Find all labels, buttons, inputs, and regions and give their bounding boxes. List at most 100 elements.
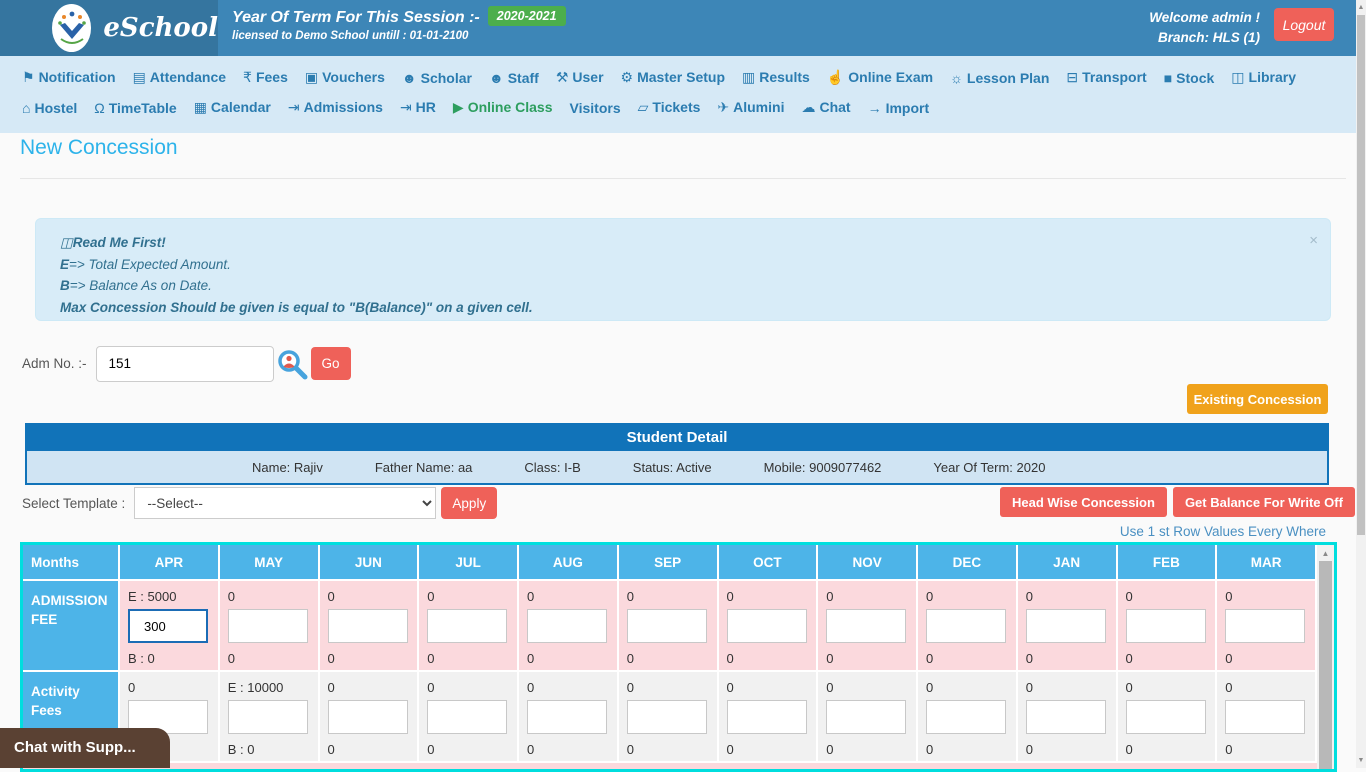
concession-input-dec[interactable] [926,700,1006,734]
expected-value: 0 [427,589,435,604]
balance-value: 0 [327,742,335,757]
nav-item-admissions[interactable]: ⇥ Admissions [287,99,383,115]
session-year-badge: 2020-2021 [487,6,566,26]
nav-item-stock[interactable]: ■ Stock [1163,69,1215,86]
concession-input-oct[interactable] [726,609,807,643]
balance-value: 0 [826,742,834,757]
concession-input-jun[interactable] [327,700,408,734]
concession-input-aug[interactable] [527,609,607,643]
alert-close-icon[interactable]: × [1309,232,1318,249]
nav-item-calendar[interactable]: ▦ Calendar [193,99,271,115]
balance-value: B : 0 [128,651,155,666]
logout-button[interactable]: Logout [1274,8,1334,41]
expected-value: 0 [826,589,834,604]
nav-item-user[interactable]: ⚒ User [555,69,604,85]
head-wise-concession-button[interactable]: Head Wise Concession [1000,487,1167,517]
concession-input-jun[interactable] [327,609,408,643]
nav-item-attendance[interactable]: ▤ Attendance [132,69,227,85]
chat-with-support-button[interactable]: Chat with Supp... [0,728,170,768]
session-info: Year Of Term For This Session :- 2020-202… [232,6,566,42]
month-col-nov: NOV [818,545,918,581]
readme-b-text: => Balance As on Date. [69,278,212,293]
expected-value: 0 [427,680,435,695]
hr-signin-icon: ⇥ [399,99,412,115]
months-header-cell: Months [23,545,120,581]
concession-input-jan[interactable] [1025,609,1106,643]
notification-icon: ⚑ [22,69,35,85]
expected-value: 0 [926,680,934,695]
template-select[interactable]: --Select-- [134,487,437,519]
nav-item-hr[interactable]: ⇥ HR [399,99,436,115]
page-scroll-thumb[interactable] [1357,15,1365,535]
nav-item-library[interactable]: ◫ Library [1231,69,1296,85]
concession-input-feb[interactable] [1125,700,1206,734]
concession-input-mar[interactable] [1225,609,1306,643]
concession-input-nov[interactable] [826,700,907,734]
online-exam-icon: ☝ [826,69,845,85]
concession-input-nov[interactable] [826,609,907,643]
concession-input-mar[interactable] [1225,700,1306,734]
concession-input-jan[interactable] [1025,700,1106,734]
adm-no-input[interactable] [95,345,274,382]
nav-item-scholar[interactable]: ☻ Scholar [401,69,472,86]
nav-item-tickets[interactable]: ▱ Tickets [637,99,701,115]
adm-no-label: Adm No. :- [22,356,87,371]
admissions-signin-icon: ⇥ [287,99,300,115]
scroll-up-icon[interactable]: ▲ [1321,549,1330,558]
get-balance-write-off-button[interactable]: Get Balance For Write Off [1172,487,1355,517]
concession-input-may[interactable] [227,609,308,643]
balance-value: 0 [527,651,535,666]
nav-item-lesson-plan[interactable]: ☼ Lesson Plan [950,69,1050,86]
nav-item-master-setup[interactable]: ⚙ Master Setup [620,69,726,85]
concession-input-aug[interactable] [527,700,607,734]
concession-input-jul[interactable] [427,609,508,643]
nav-item-notification[interactable]: ⚑ Notification [22,69,116,85]
nav-item-import[interactable]: → Import [867,99,930,116]
concession-input-sep[interactable] [626,609,707,643]
nav-item-visitors[interactable]: Visitors [569,99,621,116]
concession-input-sep[interactable] [626,700,707,734]
concession-input-dec[interactable] [926,609,1006,643]
page-scrollbar[interactable]: ▲ ▼ [1356,0,1366,768]
nav-item-alumini[interactable]: ✈ Alumini [717,99,785,115]
page-scroll-down-icon[interactable]: ▼ [1357,757,1365,764]
next-row-partial [23,763,1317,769]
page-scroll-up-icon[interactable]: ▲ [1357,4,1365,11]
fee-table-scroll-thumb[interactable] [1319,561,1332,769]
expected-value: 0 [1225,680,1233,695]
concession-input-apr[interactable] [128,609,208,643]
nav-item-vouchers[interactable]: ▣ Vouchers [304,69,385,85]
nav-item-chat[interactable]: ☁ Chat [801,99,851,115]
balance-value: 0 [726,742,734,757]
nav-item-transport[interactable]: ⊟ Transport [1066,69,1147,85]
readme-b-prefix: B [60,278,70,293]
apply-button[interactable]: Apply [441,487,498,519]
nav-item-online-exam[interactable]: ☝ Online Exam [826,69,934,85]
month-col-apr: APR [120,545,220,581]
fee-table-scrollbar[interactable]: ▲ [1317,545,1334,769]
concession-input-jul[interactable] [427,700,508,734]
nav-item-online-class[interactable]: ▶ Online Class [452,99,553,115]
existing-concession-button[interactable]: Existing Concession [1187,384,1328,414]
transport-bus-icon: ⊟ [1066,69,1079,85]
search-student-icon[interactable] [276,348,308,380]
nav-item-hostel[interactable]: ⌂ Hostel [22,99,78,116]
page-title: New Concession [20,136,178,159]
nav-item-staff[interactable]: ☻ Staff [488,69,539,86]
nav-item-timetable[interactable]: Ω TimeTable [94,99,177,116]
results-chart-icon: ▥ [742,69,756,85]
expected-value: E : 5000 [128,589,177,604]
concession-input-oct[interactable] [726,700,807,734]
concession-input-feb[interactable] [1125,609,1206,643]
lesson-plan-bulb-icon: ☼ [950,69,963,86]
nav-item-results[interactable]: ▥ Results [742,69,810,85]
go-button[interactable]: Go [310,347,351,380]
nav-item-fees[interactable]: ₹ Fees [243,69,288,85]
concession-input-may[interactable] [227,700,308,734]
